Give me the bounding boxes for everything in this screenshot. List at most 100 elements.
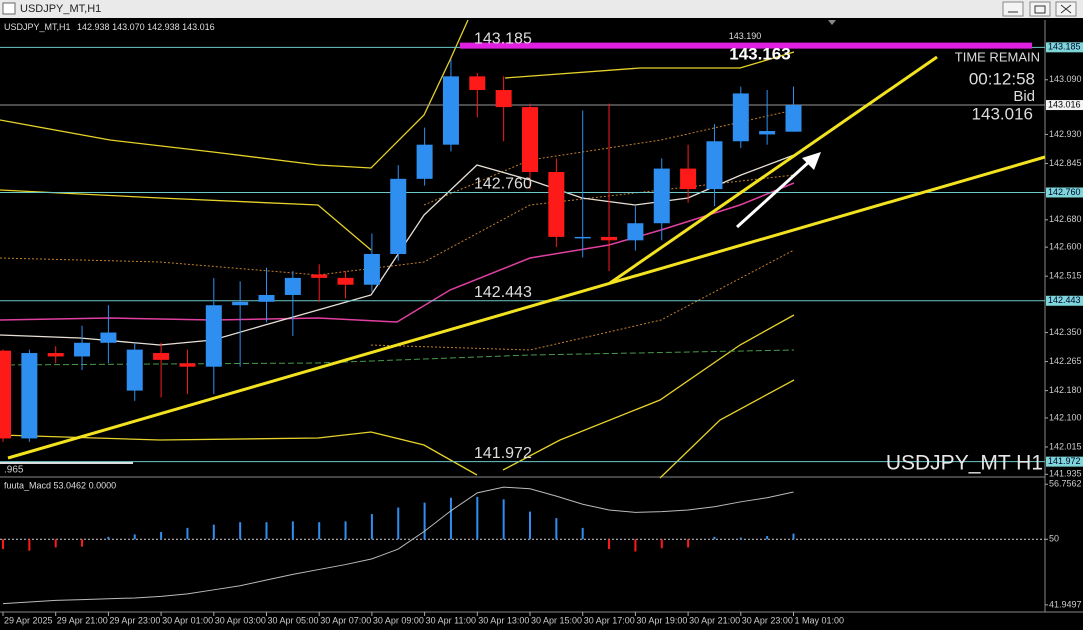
macd-bar (81, 539, 84, 547)
candle-body (337, 277, 354, 285)
price-note: 143.163 (729, 44, 790, 63)
y-tick-label: 142.845 (1049, 158, 1082, 168)
x-tick-label: 30 Apr 09:00 (373, 615, 424, 625)
shift-marker (828, 20, 836, 25)
macd-signal (2, 486, 794, 605)
level-label: 143.185 (474, 31, 532, 48)
candle-body (416, 144, 433, 179)
candle-body (74, 342, 91, 357)
price-box-label: 143.185 (1048, 42, 1081, 52)
macd-tick-label: 41.9497 (1049, 599, 1082, 609)
arrow-head (802, 152, 821, 170)
y-tick-label: 142.100 (1049, 412, 1082, 422)
drawings (7, 55, 1046, 460)
price-box-label: 142.760 (1048, 187, 1081, 197)
bid-label: Bid (1013, 88, 1035, 105)
macd-bar (370, 514, 373, 540)
trendline (7, 155, 1046, 460)
macd-bar (476, 496, 479, 540)
macd-bar (2, 539, 4, 550)
watermark: USDJPY_MT H1 (886, 452, 1043, 475)
candle-body (47, 353, 64, 357)
minimize-button[interactable] (1002, 1, 1024, 17)
y-tick-label: 142.180 (1049, 385, 1082, 395)
candle-body (258, 294, 275, 302)
price-box (1046, 42, 1083, 53)
x-tick-label: 29 Apr 21:00 (57, 615, 108, 625)
candle-body (21, 353, 38, 439)
level-label: 142.443 (474, 284, 532, 301)
pink-average (0, 182, 795, 323)
dotted-average (423, 109, 795, 206)
maximize-glyph (1034, 5, 1046, 14)
level-label: 142.760 (474, 176, 532, 193)
macd-bar (608, 539, 611, 550)
candle-body (390, 178, 407, 254)
symbol-label: USDJPY_MT,H1 142.938 143.070 142.938 143… (4, 22, 215, 32)
close-glyph (1060, 4, 1072, 14)
x-tick-label: 30 Apr 13:00 (478, 615, 529, 625)
x-tick-label: 29 Apr 2025 (4, 615, 53, 625)
macd-bar (344, 521, 347, 540)
candle-body (311, 274, 328, 278)
dotted-average (370, 249, 795, 351)
x-tick-label: 30 Apr 05:00 (268, 615, 319, 625)
candle-body (0, 350, 11, 439)
candle-body (706, 141, 723, 190)
x-tick-label: 30 Apr 11:00 (426, 615, 476, 625)
title-bar (0, 0, 1083, 18)
macd-bar (397, 507, 400, 540)
candle-body (100, 332, 117, 343)
macd-bar (239, 522, 242, 540)
macd-bar (160, 531, 163, 540)
band-lower (0, 431, 478, 476)
macd-bar (766, 536, 769, 540)
level-label: 141.972 (474, 445, 532, 462)
candle-body (785, 105, 802, 132)
macd-bar (555, 518, 558, 540)
band-lower (502, 314, 795, 471)
macd-bar (634, 539, 637, 552)
resistance-line (460, 42, 1032, 49)
band-upper (0, 19, 469, 169)
band-lower (659, 379, 795, 479)
candle-body (153, 353, 170, 360)
x-tick-label: 30 Apr 23:00 (742, 615, 793, 625)
x-tick-label: 1 May 01:00 (795, 615, 845, 625)
macd-bar (687, 539, 690, 548)
macd-tick-label: 56.7562 (1049, 479, 1082, 489)
price-box (1046, 100, 1083, 111)
macd-bar (792, 533, 795, 540)
white-average (0, 154, 795, 346)
candle-body (363, 253, 380, 285)
macd-bar (291, 521, 294, 540)
macd-bar (28, 539, 31, 551)
candle-body (653, 168, 670, 224)
candle-body (469, 76, 486, 91)
macd-bar (581, 527, 584, 540)
y-tick-label: 141.935 (1049, 469, 1082, 479)
macd-bar (318, 522, 321, 540)
price-box (1046, 187, 1083, 198)
price-box-label: 142.443 (1048, 295, 1081, 305)
symbol: USDJPY_MT,H1 (4, 22, 71, 32)
x-tick-label: 30 Apr 07:00 (320, 615, 371, 625)
macd-bar (423, 502, 426, 540)
arrow (735, 159, 812, 229)
macd-label: fuuta_Macd 53.0462 0.0000 (4, 480, 116, 490)
candle-body (574, 236, 591, 239)
candle-body (179, 363, 196, 367)
candle-body (126, 349, 143, 391)
macd-bar (133, 534, 136, 540)
price-box (1046, 295, 1083, 306)
candle-body (601, 236, 618, 241)
x-tick-label: 30 Apr 21:00 (689, 615, 740, 625)
macd-bar (529, 511, 531, 540)
macd-bar (265, 522, 268, 540)
y-tick-label: 142.680 (1049, 214, 1082, 224)
y-tick-label: 142.015 (1049, 441, 1082, 451)
indicators (0, 19, 795, 479)
maximize-button[interactable] (1029, 1, 1051, 17)
candle-body (732, 93, 749, 142)
